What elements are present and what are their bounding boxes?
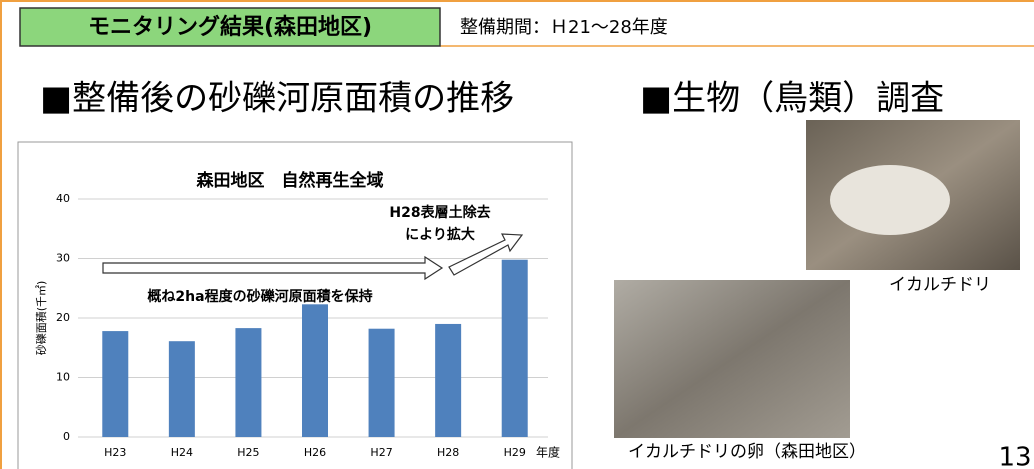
y-tick-label: 40: [56, 192, 70, 205]
left-heading: ■整備後の砂礫河原面積の推移: [40, 79, 514, 119]
bar: [102, 331, 128, 437]
page-number: 13: [998, 443, 1031, 469]
y-tick-label: 0: [63, 430, 70, 443]
header-title: モニタリング結果(森田地区): [88, 14, 372, 40]
x-tick-label: H26: [304, 446, 326, 459]
x-tick-label: H28: [437, 446, 459, 459]
header-period: 整備期間：Ｈ21〜28年度: [460, 17, 668, 38]
egg-caption: イカルチドリの卵（森田地区）: [628, 442, 866, 462]
chart-title: 森田地区 自然再生全域: [197, 170, 384, 191]
bar: [435, 324, 461, 437]
y-tick-label: 30: [56, 252, 70, 265]
annotation: H28表層土除去: [389, 204, 490, 221]
x-tick-label: H29: [504, 446, 526, 459]
x-axis-label: 年度: [536, 445, 560, 460]
bird-caption: イカルチドリ: [889, 275, 991, 295]
x-tick-label: H27: [370, 446, 392, 459]
bar: [369, 329, 395, 437]
bar: [169, 341, 195, 437]
y-tick-label: 10: [56, 371, 70, 384]
chart-frame: [18, 142, 572, 469]
annotation: により拡大: [405, 226, 475, 243]
x-tick-label: H25: [237, 446, 259, 459]
x-tick-label: H23: [104, 446, 126, 459]
annotation: 概ね2ha程度の砂礫河原面積を保持: [147, 288, 372, 305]
y-axis-label: 砂礫面積(千㎡): [34, 281, 48, 356]
bar: [235, 328, 261, 437]
y-tick-label: 20: [56, 311, 70, 324]
x-tick-label: H24: [171, 446, 193, 459]
right-heading: ■生物（鳥類）調査: [640, 79, 944, 119]
egg-photo: [614, 280, 850, 438]
bird-body: [830, 165, 950, 235]
bar: [302, 304, 328, 437]
bar: [502, 260, 528, 437]
slide: モニタリング結果(森田地区) 整備期間：Ｈ21〜28年度 ■整備後の砂礫河原面積…: [0, 0, 1034, 469]
